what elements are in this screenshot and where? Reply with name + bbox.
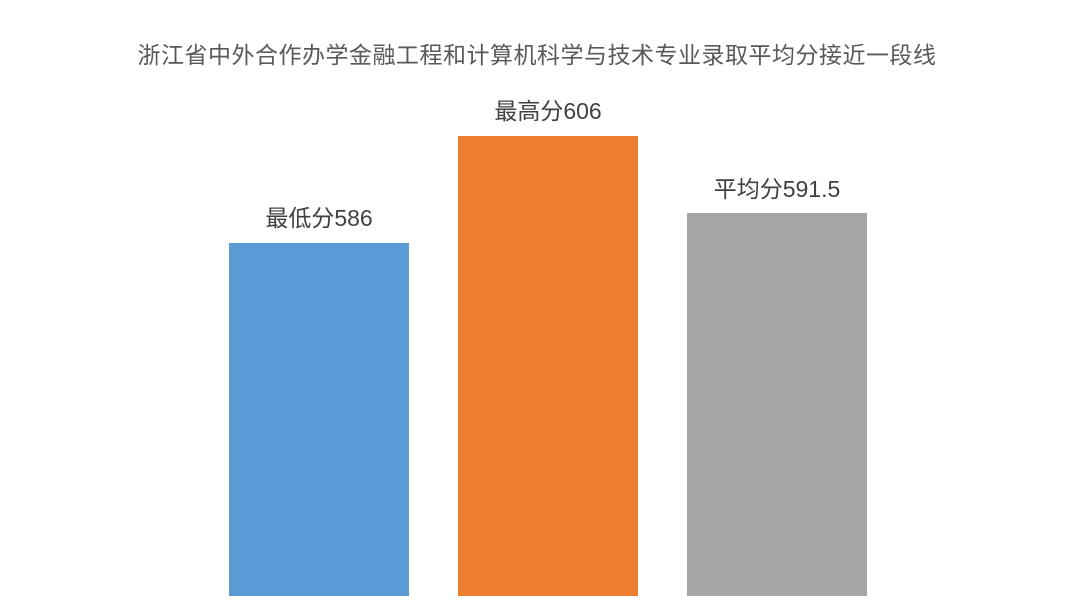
bar-group-average: 平均分591.5 [687, 61, 867, 596]
bar-label-lowest: 最低分586 [265, 205, 373, 232]
plot-area: 最低分586 最高分606 平均分591.5 [229, 61, 867, 596]
bar-average [687, 213, 867, 596]
bar-label-highest: 最高分606 [494, 98, 602, 125]
bar-group-lowest: 最低分586 [229, 61, 409, 596]
chart-title: 浙江省中外合作办学金融工程和计算机科学与技术专业录取平均分接近一段线 [137, 42, 937, 68]
bar-group-highest: 最高分606 [458, 61, 638, 596]
bar-highest [458, 135, 638, 596]
bar-lowest [229, 242, 409, 596]
bar-label-average: 平均分591.5 [713, 175, 841, 202]
